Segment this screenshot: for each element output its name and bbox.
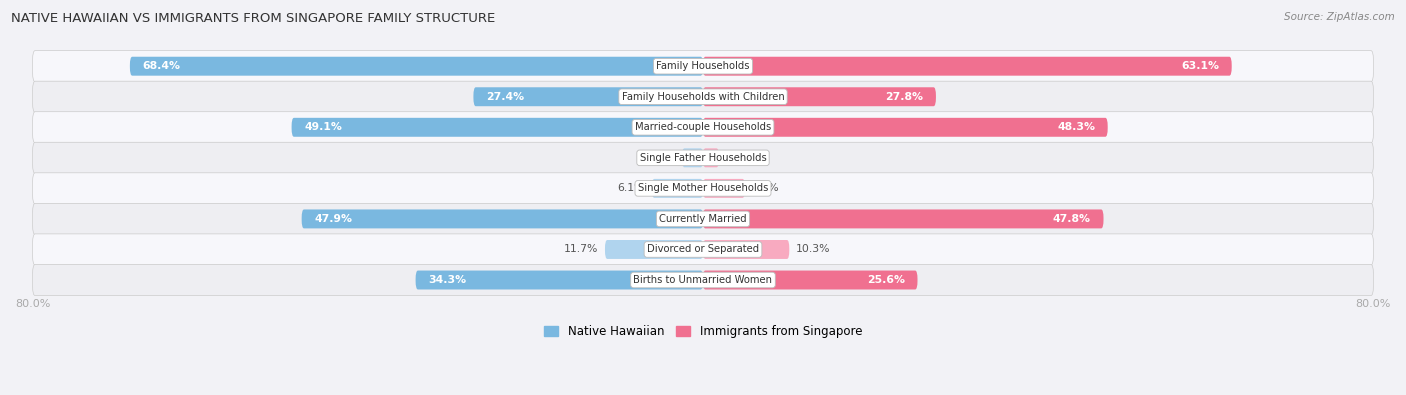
Text: 5.0%: 5.0%: [752, 183, 779, 194]
FancyBboxPatch shape: [32, 81, 1374, 112]
FancyBboxPatch shape: [703, 149, 718, 167]
Legend: Native Hawaiian, Immigrants from Singapore: Native Hawaiian, Immigrants from Singapo…: [540, 321, 866, 343]
FancyBboxPatch shape: [605, 240, 703, 259]
Text: NATIVE HAWAIIAN VS IMMIGRANTS FROM SINGAPORE FAMILY STRUCTURE: NATIVE HAWAIIAN VS IMMIGRANTS FROM SINGA…: [11, 12, 495, 25]
Text: 25.6%: 25.6%: [868, 275, 905, 285]
FancyBboxPatch shape: [129, 57, 703, 76]
Text: Divorced or Separated: Divorced or Separated: [647, 245, 759, 254]
FancyBboxPatch shape: [302, 209, 703, 228]
FancyBboxPatch shape: [703, 118, 1108, 137]
Text: Family Households with Children: Family Households with Children: [621, 92, 785, 102]
Text: Single Mother Households: Single Mother Households: [638, 183, 768, 194]
Text: 49.1%: 49.1%: [304, 122, 342, 132]
Text: Married-couple Households: Married-couple Households: [636, 122, 770, 132]
FancyBboxPatch shape: [32, 203, 1374, 235]
Text: 11.7%: 11.7%: [564, 245, 599, 254]
Text: 48.3%: 48.3%: [1057, 122, 1095, 132]
FancyBboxPatch shape: [703, 271, 918, 290]
FancyBboxPatch shape: [32, 142, 1374, 173]
Text: 63.1%: 63.1%: [1181, 61, 1219, 71]
Text: 6.1%: 6.1%: [617, 183, 645, 194]
FancyBboxPatch shape: [682, 149, 703, 167]
Text: Single Father Households: Single Father Households: [640, 153, 766, 163]
FancyBboxPatch shape: [32, 234, 1374, 265]
FancyBboxPatch shape: [703, 179, 745, 198]
Text: 2.5%: 2.5%: [648, 153, 675, 163]
FancyBboxPatch shape: [32, 112, 1374, 143]
Text: 27.8%: 27.8%: [886, 92, 924, 102]
FancyBboxPatch shape: [703, 240, 789, 259]
FancyBboxPatch shape: [32, 51, 1374, 82]
Text: 68.4%: 68.4%: [142, 61, 180, 71]
FancyBboxPatch shape: [32, 173, 1374, 204]
Text: Family Households: Family Households: [657, 61, 749, 71]
Text: 34.3%: 34.3%: [429, 275, 467, 285]
FancyBboxPatch shape: [291, 118, 703, 137]
FancyBboxPatch shape: [474, 87, 703, 106]
Text: 1.9%: 1.9%: [725, 153, 754, 163]
FancyBboxPatch shape: [703, 57, 1232, 76]
Text: Currently Married: Currently Married: [659, 214, 747, 224]
FancyBboxPatch shape: [703, 209, 1104, 228]
Text: 47.8%: 47.8%: [1053, 214, 1091, 224]
FancyBboxPatch shape: [652, 179, 703, 198]
FancyBboxPatch shape: [703, 87, 936, 106]
Text: 47.9%: 47.9%: [314, 214, 353, 224]
Text: 27.4%: 27.4%: [486, 92, 524, 102]
FancyBboxPatch shape: [32, 264, 1374, 295]
Text: Births to Unmarried Women: Births to Unmarried Women: [634, 275, 772, 285]
Text: Source: ZipAtlas.com: Source: ZipAtlas.com: [1284, 12, 1395, 22]
Text: 10.3%: 10.3%: [796, 245, 831, 254]
FancyBboxPatch shape: [416, 271, 703, 290]
